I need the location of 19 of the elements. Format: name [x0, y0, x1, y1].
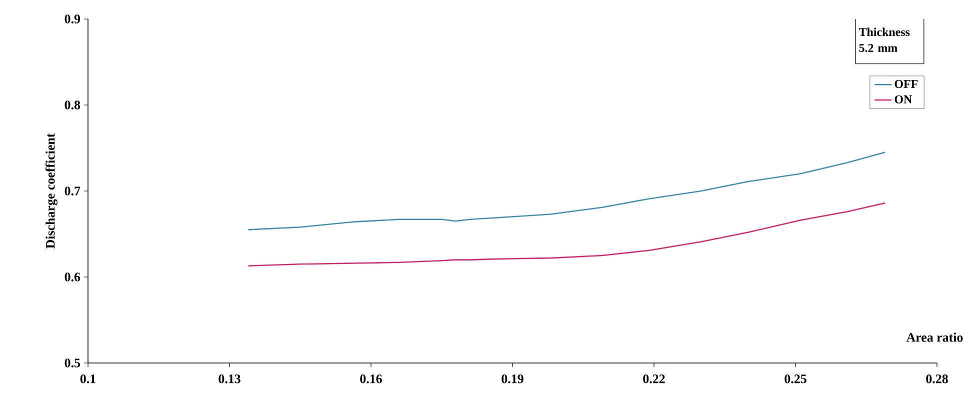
line-series: [248, 202, 886, 266]
x-tick-label: 0.28: [926, 374, 948, 384]
x-tick-label: 0.19: [502, 374, 524, 384]
x-tick-label: 0.16: [360, 374, 382, 384]
annotation: Thickness 5.2 mm: [858, 28, 910, 52]
y-tick-label: 0.7: [64, 186, 80, 196]
legend-label: ON: [894, 95, 912, 104]
y-tick-label: 0.6: [64, 272, 80, 282]
x-tick-label: 0.22: [643, 374, 665, 384]
x-tick-label: 0.1: [80, 374, 96, 384]
x-tick-label: 0.25: [784, 374, 806, 384]
legend-label: OFF: [894, 80, 918, 88]
y-tick-label: 0.5: [64, 358, 80, 368]
y-axis-title: Discharge coefficient: [45, 133, 58, 248]
x-axis-title: Area ratio: [906, 332, 963, 342]
line-series: [248, 152, 886, 230]
y-tick-label: 0.9: [64, 14, 80, 24]
y-tick-label: 0.8: [64, 100, 80, 110]
x-tick-label: 0.13: [218, 374, 240, 384]
